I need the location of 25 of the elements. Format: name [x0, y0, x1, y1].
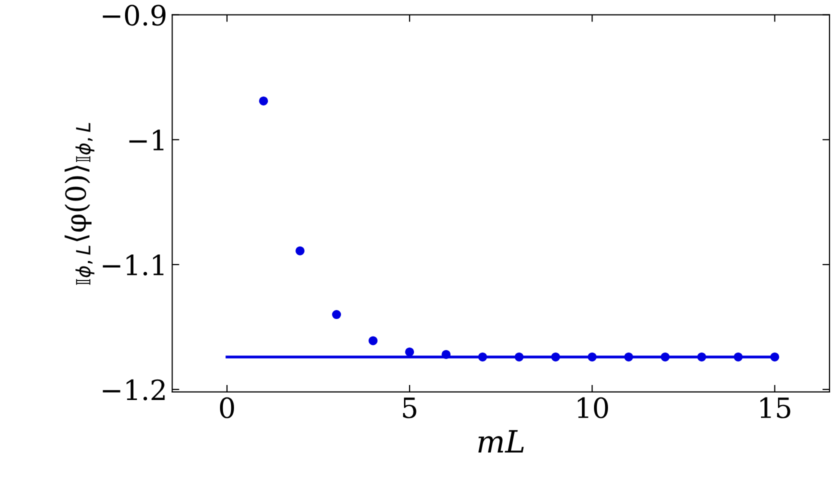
y-axis-title: $_{𝕀ϕ,L}$⟨φ(0)⟩$_{𝕀ϕ,L}$: [64, 122, 94, 285]
point: [514, 352, 524, 362]
point: [478, 352, 488, 362]
x-tick-label: 15: [760, 397, 790, 418]
x-tick-label: 0: [220, 397, 234, 418]
y-tick-label: −0.9: [102, 4, 166, 26]
x-axis-title: mL: [478, 430, 524, 452]
y-tick-label: −1.1: [102, 254, 164, 276]
y-tick-label: −1.2: [102, 379, 165, 400]
point: [734, 352, 743, 362]
point: [296, 246, 305, 256]
point: [332, 310, 342, 320]
x-tick-label: 10: [578, 397, 608, 418]
point: [405, 347, 414, 356]
point: [624, 352, 634, 362]
x-tick-label: 5: [403, 398, 416, 418]
point: [368, 336, 378, 346]
point: [551, 352, 560, 362]
point: [770, 352, 780, 362]
point: [660, 352, 670, 362]
y-tick-label: −1: [129, 130, 164, 150]
point: [588, 352, 597, 362]
point: [442, 350, 451, 359]
point: [259, 96, 268, 106]
point: [697, 352, 706, 362]
